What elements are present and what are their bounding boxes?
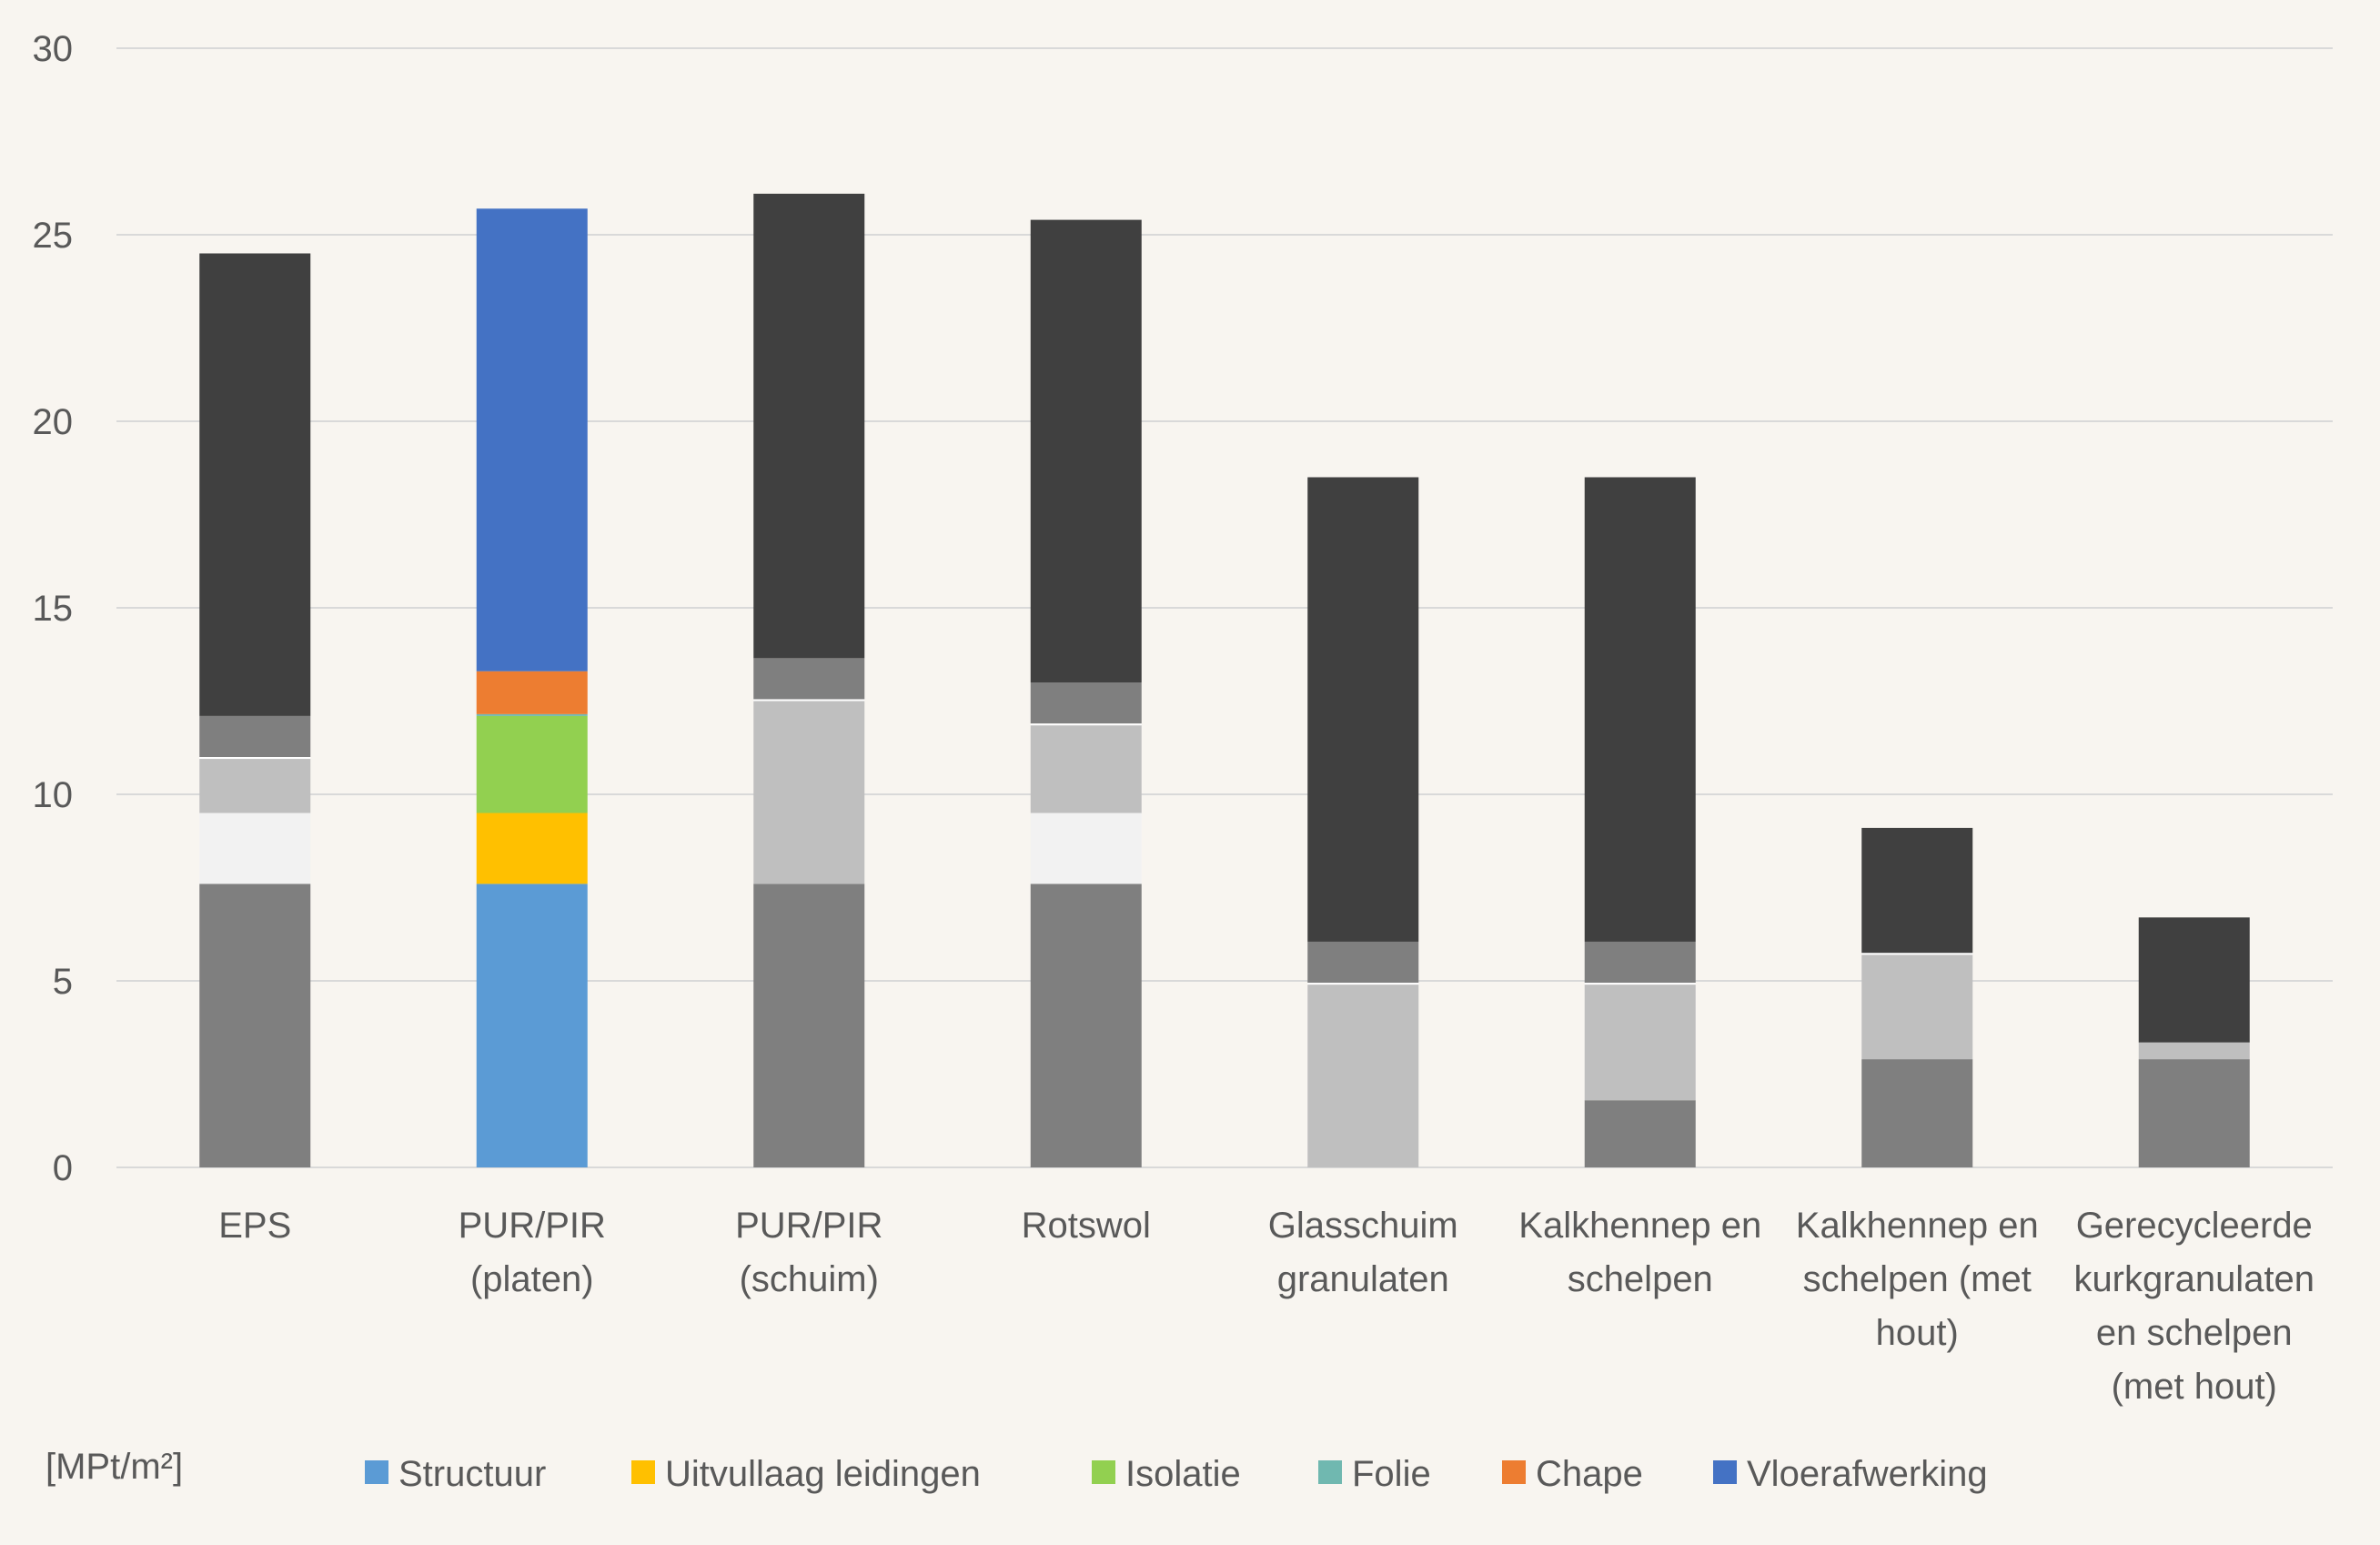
bar-segment-isolatie xyxy=(1584,985,1696,1101)
x-category-label-line: (schuim) xyxy=(740,1259,879,1299)
y-tick-label: 10 xyxy=(33,775,74,815)
bar-segment-isolatie xyxy=(476,715,588,813)
x-category-label-line: Kalkhennep en xyxy=(1518,1206,1761,1246)
bar-segment-isolatie xyxy=(2138,1042,2250,1060)
bar-segment-structuur xyxy=(199,884,311,1167)
y-tick-label: 5 xyxy=(53,962,73,1002)
x-category-label-line: PUR/PIR xyxy=(735,1206,882,1246)
x-category-label: Rotswol xyxy=(1022,1206,1151,1246)
x-category-label-line: PUR/PIR xyxy=(459,1206,606,1246)
bar-segment-chape xyxy=(1584,941,1696,984)
x-category-label-line: Glasschuim xyxy=(1268,1206,1458,1246)
x-category-label-line: en schelpen xyxy=(2096,1313,2293,1353)
bar-segment-folie xyxy=(476,713,588,716)
x-category-label-line: hout) xyxy=(1876,1313,1959,1353)
bar-segment-folie xyxy=(1307,983,1419,985)
bar-segment-chape xyxy=(753,658,865,700)
legend-label: Vloerafwerking xyxy=(1747,1454,1988,1494)
bar-segment-vloerafwerking xyxy=(753,193,865,659)
bar-segment-isolatie xyxy=(753,701,865,884)
x-category-label-line: (platen) xyxy=(470,1259,594,1299)
x-category-label: Glasschuim granulaten xyxy=(1268,1206,1458,1299)
legend-label: Structuur xyxy=(398,1454,546,1494)
bar-segment-structuur xyxy=(1861,1059,1973,1167)
bar-segment-chape xyxy=(1030,682,1142,724)
x-category-label-line: EPS xyxy=(218,1206,291,1246)
bar-segment-isolatie xyxy=(199,759,311,813)
bar-segment-structuur xyxy=(1584,1100,1696,1167)
x-category-label: PUR/PIR (platen) xyxy=(459,1206,606,1299)
x-category-label-line: granulaten xyxy=(1277,1259,1449,1299)
bar-segment-vloerafwerking xyxy=(199,253,311,716)
y-tick-label: 0 xyxy=(53,1148,73,1188)
bar-segment-folie xyxy=(1030,723,1142,726)
bar-segment-vloerafwerking xyxy=(2138,917,2250,1043)
legend-swatch xyxy=(1502,1460,1526,1484)
bar-segment-vloerafwerking xyxy=(476,208,588,672)
bar-segment-isolatie xyxy=(1030,725,1142,813)
bar-segment-chape xyxy=(1307,941,1419,984)
bar-segment-folie xyxy=(1584,983,1696,985)
y-unit-label: [MPt/m²] xyxy=(45,1447,183,1487)
grid-layer: 0 5 10 15 20 25 30 xyxy=(33,29,2333,1188)
legend-label: Uitvullaag leidingen xyxy=(665,1454,981,1494)
labels-layer: EPS PUR/PIR (platen) PUR/PIR (schuim) Rotswol… xyxy=(218,1206,2314,1407)
y-tick-label: 20 xyxy=(33,402,74,442)
bar-segment-vloerafwerking xyxy=(1030,219,1142,682)
bar-segment-isolatie xyxy=(1307,985,1419,1167)
bar-segment-uitvullaag-leidingen xyxy=(199,813,311,884)
legend-swatch xyxy=(1092,1460,1115,1484)
legend-label: Isolatie xyxy=(1125,1454,1241,1494)
bar-segment-vloerafwerking xyxy=(1584,477,1696,942)
legend-label: Folie xyxy=(1352,1454,1431,1494)
bar-segment-structuur xyxy=(753,884,865,1167)
bar-segment-chape xyxy=(199,715,311,757)
x-category-label: Gerecycleerde kurkgranulaten en schelpen (m… xyxy=(2073,1206,2314,1407)
x-category-label-line: schelpen xyxy=(1568,1259,1713,1299)
bars-layer xyxy=(199,193,2250,1167)
x-category-label: EPS xyxy=(218,1206,291,1246)
legend: Structuur Uitvullaag leidingen Isolatie Fol… xyxy=(365,1454,1988,1494)
bar-segment-isolatie xyxy=(1861,954,1973,1060)
bar-segment-structuur xyxy=(1030,884,1142,1167)
bar-segment-chape xyxy=(476,671,588,714)
x-category-label: PUR/PIR (schuim) xyxy=(735,1206,882,1299)
y-tick-label: 15 xyxy=(33,589,74,629)
bar-segment-folie xyxy=(1861,953,1973,955)
bar-segment-vloerafwerking xyxy=(1307,477,1419,942)
legend-swatch xyxy=(1713,1460,1737,1484)
legend-swatch xyxy=(631,1460,655,1484)
x-category-label: Kalkhennep en schelpen (met hout) xyxy=(1796,1206,2039,1353)
bar-segment-uitvullaag-leidingen xyxy=(476,813,588,884)
legend-label: Chape xyxy=(1536,1454,1643,1494)
x-category-label: Kalkhennep en schelpen xyxy=(1518,1206,1761,1299)
x-category-label-line: Gerecycleerde xyxy=(2076,1206,2313,1246)
bar-segment-folie xyxy=(753,699,865,702)
bar-segment-vloerafwerking xyxy=(1861,827,1973,954)
bar-segment-structuur xyxy=(2138,1059,2250,1167)
bar-segment-folie xyxy=(199,757,311,760)
legend-swatch xyxy=(1318,1460,1342,1484)
x-category-label-line: Kalkhennep en xyxy=(1796,1206,2039,1246)
x-category-label-line: kurkgranulaten xyxy=(2073,1259,2314,1299)
y-tick-label: 25 xyxy=(33,216,74,256)
bar-segment-structuur xyxy=(476,884,588,1167)
x-category-label-line: Rotswol xyxy=(1022,1206,1151,1246)
bar-segment-uitvullaag-leidingen xyxy=(1030,813,1142,884)
x-category-label-line: schelpen (met xyxy=(1803,1259,2032,1299)
y-tick-label: 30 xyxy=(33,29,74,69)
legend-swatch xyxy=(365,1460,388,1484)
x-category-label-line: (met hout) xyxy=(2112,1367,2277,1407)
